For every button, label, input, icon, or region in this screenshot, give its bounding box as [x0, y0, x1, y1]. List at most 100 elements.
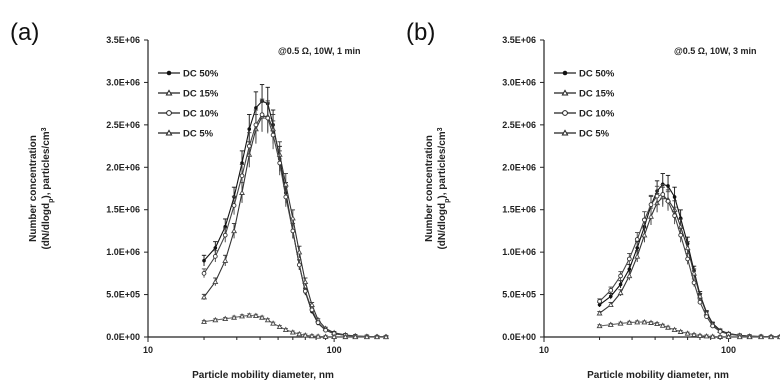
y-label-superscript: 3: [437, 127, 444, 131]
series-dc-10-: [201, 98, 389, 340]
data-point: [634, 237, 640, 242]
data-point: [607, 301, 614, 307]
data-point: [654, 193, 660, 199]
data-point: [626, 272, 633, 279]
data-point: [641, 319, 648, 325]
data-point: [252, 312, 259, 318]
data-point: [331, 333, 338, 339]
y-axis-label-line2: (dN/dlogdp), particles/cm3: [41, 127, 55, 249]
data-point: [634, 319, 641, 325]
data-point: [704, 314, 709, 319]
data-point: [618, 273, 623, 279]
data-point: [239, 173, 245, 179]
data-point: [222, 257, 229, 263]
data-point: [627, 267, 632, 271]
data-point: [678, 232, 683, 238]
data-point: [302, 332, 309, 338]
data-point: [222, 315, 229, 321]
data-point: [322, 333, 329, 339]
chart-panel-a: (a) 0.0E+00 5.0E+05 1.0E+06 1.5E+06 2.0E+06 2.…: [10, 19, 389, 381]
y-tick-label: 2.5E+06: [502, 120, 536, 130]
data-point: [201, 271, 207, 276]
data-point: [665, 324, 672, 330]
series-line: [203, 100, 387, 338]
data-point: [283, 194, 289, 200]
data-point: [201, 293, 207, 300]
legend-entry: DC 10%: [183, 109, 219, 120]
data-point: [231, 314, 238, 320]
data-point: [223, 224, 228, 229]
data-point: [240, 161, 244, 165]
data-point: [270, 320, 277, 326]
legend-marker: [165, 129, 173, 136]
series-line: [599, 193, 780, 338]
legend-entry: DC 50%: [579, 69, 615, 80]
data-point: [276, 323, 283, 330]
data-point: [282, 326, 289, 332]
data-point: [626, 256, 632, 262]
data-point: [315, 333, 322, 339]
data-point: [717, 333, 724, 339]
series-dc-5-: [596, 319, 780, 340]
data-point: [315, 320, 321, 325]
data-point: [323, 327, 328, 333]
data-point: [282, 181, 289, 187]
data-point: [618, 282, 623, 287]
data-point: [290, 228, 296, 234]
data-point: [665, 198, 671, 204]
data-point: [642, 217, 647, 223]
legend-marker: [166, 110, 172, 116]
data-point: [212, 316, 219, 323]
data-point: [608, 287, 614, 293]
data-point: [302, 278, 309, 285]
data-point: [672, 195, 677, 199]
data-point: [302, 288, 308, 294]
legend-marker: [562, 110, 568, 116]
data-point: [212, 254, 218, 259]
y-tick-label: 1.5E+06: [502, 205, 536, 215]
data-point: [296, 249, 303, 255]
data-point: [717, 329, 723, 334]
legend-marker: [165, 89, 173, 96]
x-tick-label: 10: [143, 345, 153, 355]
legend-marker: [561, 89, 569, 96]
data-point: [736, 333, 743, 340]
y-tick-label: 0.0E+00: [106, 332, 140, 342]
data-point: [374, 333, 380, 340]
data-point: [758, 333, 765, 340]
y-label-superscript: 3: [41, 127, 48, 131]
data-point: [703, 333, 710, 339]
data-point: [671, 326, 678, 332]
data-point: [709, 333, 716, 339]
data-point: [666, 184, 670, 188]
x-tick-label: 10: [539, 345, 549, 355]
data-point: [617, 289, 624, 296]
condition-label: @0.5 Ω, 10W, 1 min: [278, 46, 361, 56]
x-tick-label: 100: [327, 345, 342, 355]
data-point: [634, 253, 641, 259]
data-point: [247, 127, 252, 131]
data-point: [685, 256, 690, 262]
y-label-subscript: p: [444, 199, 451, 203]
y-tick-label: 3.0E+06: [502, 77, 536, 87]
series-line: [203, 113, 387, 338]
data-point: [308, 332, 315, 339]
y-tick-label: 5.0E+05: [502, 290, 536, 300]
data-point: [672, 213, 677, 219]
data-point: [222, 232, 228, 238]
y-label-part: (dN/dlogd: [437, 203, 448, 250]
data-point: [383, 333, 389, 340]
legend-entry: DC 15%: [579, 89, 615, 100]
legend-entry: DC 5%: [579, 129, 610, 140]
data-point: [289, 215, 296, 221]
y-axis-label-line2: (dN/dlogdp), particles/cm3: [437, 127, 451, 249]
data-point: [596, 310, 603, 316]
legend-marker: [561, 129, 569, 136]
data-point: [626, 319, 633, 325]
data-point: [697, 332, 703, 338]
data-point: [212, 278, 219, 285]
legend-entry: DC 10%: [579, 109, 615, 120]
legend-entry: DC 5%: [183, 129, 214, 140]
data-point: [691, 270, 697, 276]
y-label-part: ), particles/cm: [41, 131, 52, 198]
